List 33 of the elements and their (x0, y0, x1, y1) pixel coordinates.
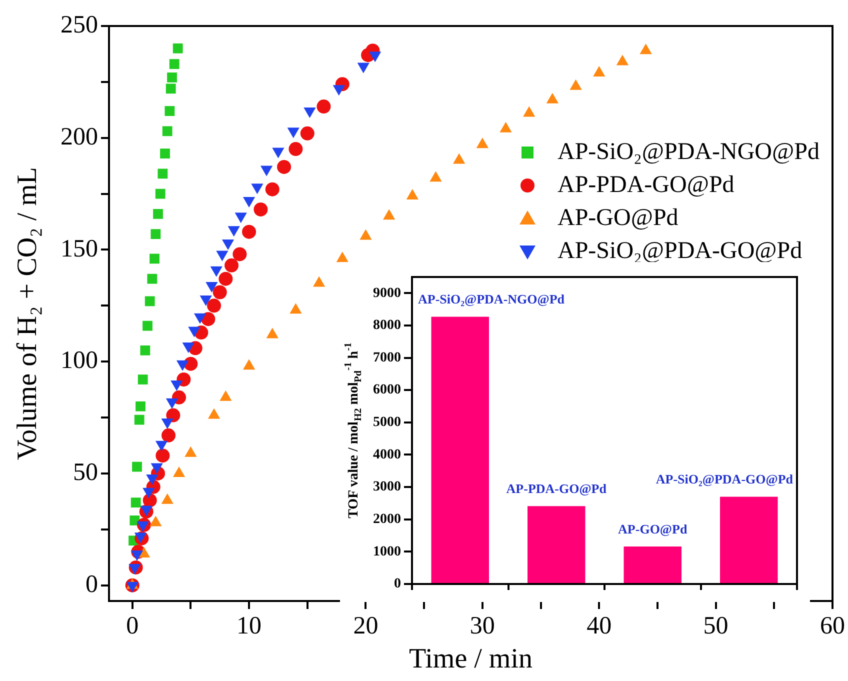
bar (528, 506, 586, 583)
x-tick-label: 10 (236, 612, 262, 640)
bar (431, 316, 489, 583)
legend-label: AP-SiO₂@PDA-NGO@Pd (558, 138, 820, 165)
x-tick-label: 60 (820, 612, 845, 640)
y-tick-label: 150 (60, 235, 98, 262)
x-tick-label: 40 (586, 612, 612, 640)
y-tick-label: 250 (60, 12, 98, 39)
x-tick-label: 30 (470, 612, 495, 640)
bar (624, 546, 682, 583)
y-tick-label: 2000 (373, 512, 401, 527)
legend-label: AP-GO@Pd (558, 204, 678, 231)
y-tick-label: 6000 (373, 382, 401, 398)
x-tick-label: 50 (703, 612, 728, 640)
y-tick-label: 100 (60, 347, 98, 374)
legend-label: AP-SiO₂@PDA-GO@Pd (558, 238, 802, 264)
y-tick-label: 5000 (373, 415, 401, 430)
y-tick-label: 4000 (373, 447, 401, 462)
x-axis-title: Time / min (409, 644, 532, 675)
y-tick-label: 0 (86, 570, 98, 598)
y-tick-label: 9000 (373, 286, 401, 301)
y-tick-label: 8000 (373, 318, 401, 334)
y-tick-label: 0 (394, 576, 401, 592)
y-axis-title: TOF value / molH2 molPd-1 h-1 (342, 342, 364, 518)
x-tick-label: 0 (126, 612, 139, 640)
x-tick-label: 20 (353, 612, 378, 640)
y-axis-title: Volume of H₂ + CO₂ / mL (12, 166, 44, 460)
y-tick-label: 3000 (373, 480, 401, 495)
legend-label: AP-PDA-GO@Pd (558, 172, 734, 198)
y-tick-label: 200 (60, 123, 98, 150)
y-tick-label: 1000 (373, 544, 401, 560)
bar (720, 496, 778, 583)
y-tick-label: 7000 (373, 350, 401, 366)
